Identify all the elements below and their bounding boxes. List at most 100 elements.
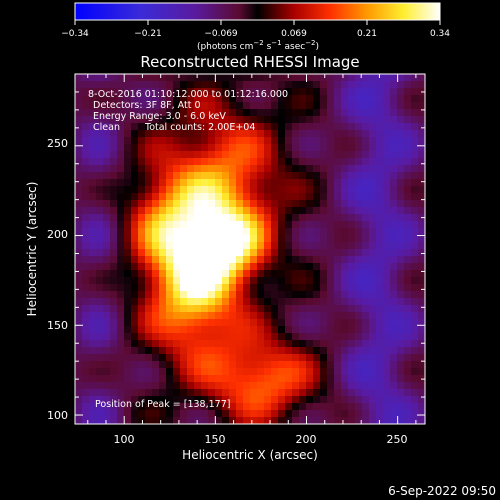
heatmap-cell (124, 228, 132, 236)
heatmap-cell (145, 333, 153, 341)
heatmap-cell (236, 242, 244, 250)
heatmap-cell (222, 256, 230, 264)
heatmap-cell (418, 326, 426, 334)
heatmap-cell (313, 172, 321, 180)
heatmap-cell (285, 389, 293, 397)
heatmap-cell (376, 151, 384, 159)
heatmap-cell (243, 319, 251, 327)
heatmap-cell (110, 88, 118, 96)
heatmap-cell (257, 193, 265, 201)
heatmap-cell (285, 347, 293, 355)
heatmap-cell (418, 298, 426, 306)
heatmap-cell (327, 95, 335, 103)
heatmap-cell (313, 403, 321, 411)
heatmap-cell (299, 193, 307, 201)
heatmap-cell (131, 368, 139, 376)
heatmap-cell (201, 389, 209, 397)
heatmap-cell (264, 326, 272, 334)
heatmap-cell (138, 326, 146, 334)
heatmap-cell (327, 130, 335, 138)
heatmap-cell (292, 305, 300, 313)
heatmap-cell (334, 221, 342, 229)
heatmap-cell (194, 242, 202, 250)
heatmap-cell (390, 333, 398, 341)
heatmap-cell (187, 417, 195, 425)
heatmap-cell (187, 354, 195, 362)
heatmap-cell (201, 284, 209, 292)
heatmap-cell (201, 207, 209, 215)
heatmap-cell (145, 361, 153, 369)
heatmap-cell (166, 158, 174, 166)
heatmap-cell (166, 256, 174, 264)
heatmap-cell (383, 382, 391, 390)
heatmap-cell (411, 116, 419, 124)
heatmap-cell (397, 270, 405, 278)
heatmap-cell (229, 256, 237, 264)
heatmap-cell (117, 263, 125, 271)
heatmap-cell (397, 305, 405, 313)
heatmap-cell (313, 312, 321, 320)
heatmap-cell (187, 333, 195, 341)
heatmap-cell (222, 158, 230, 166)
heatmap-cell (82, 235, 90, 243)
heatmap-cell (201, 151, 209, 159)
heatmap-cell (173, 263, 181, 271)
heatmap-cell (320, 151, 328, 159)
heatmap-cell (411, 389, 419, 397)
heatmap-cell (264, 228, 272, 236)
heatmap-cell (418, 221, 426, 229)
heatmap-cell (243, 172, 251, 180)
heatmap-cell (278, 291, 286, 299)
heatmap-cell (306, 375, 314, 383)
heatmap-cell (334, 410, 342, 418)
heatmap-cell (397, 158, 405, 166)
heatmap-cell (117, 291, 125, 299)
heatmap-cell (187, 102, 195, 110)
heatmap-cell (369, 382, 377, 390)
heatmap-cell (292, 116, 300, 124)
heatmap-cell (208, 95, 216, 103)
heatmap-cell (355, 116, 363, 124)
heatmap-cell (215, 165, 223, 173)
heatmap-cell (208, 396, 216, 404)
heatmap-cell (103, 130, 111, 138)
heatmap-cell (110, 95, 118, 103)
heatmap-cell (341, 186, 349, 194)
heatmap-cell (159, 298, 167, 306)
heatmap-cell (131, 375, 139, 383)
heatmap-cell (306, 417, 314, 425)
heatmap-cell (250, 319, 258, 327)
heatmap-cell (103, 137, 111, 145)
heatmap-cell (82, 130, 90, 138)
heatmap-cell (355, 74, 363, 82)
heatmap-cell (138, 88, 146, 96)
heatmap-cell (194, 277, 202, 285)
heatmap-cell (341, 228, 349, 236)
heatmap-cell (215, 319, 223, 327)
heatmap-cell (152, 277, 160, 285)
heatmap-cell (173, 354, 181, 362)
heatmap-cell (82, 137, 90, 145)
heatmap-cell (194, 74, 202, 82)
heatmap-cell (145, 144, 153, 152)
heatmap-cell (110, 144, 118, 152)
heatmap-cell (355, 151, 363, 159)
heatmap-cell (152, 326, 160, 334)
heatmap-cell (75, 186, 83, 194)
heatmap-cell (173, 396, 181, 404)
heatmap-cell (292, 354, 300, 362)
heatmap-cell (271, 137, 279, 145)
y-tick-label: 200 (47, 228, 68, 241)
heatmap-cell (278, 228, 286, 236)
heatmap-cell (152, 410, 160, 418)
heatmap-cell (383, 396, 391, 404)
heatmap-cell (159, 88, 167, 96)
heatmap-cell (306, 326, 314, 334)
heatmap-cell (383, 298, 391, 306)
heatmap-cell (362, 382, 370, 390)
heatmap-cell (159, 179, 167, 187)
heatmap-cell (138, 123, 146, 131)
heatmap-cell (404, 81, 412, 89)
heatmap-cell (159, 123, 167, 131)
heatmap-cell (348, 284, 356, 292)
